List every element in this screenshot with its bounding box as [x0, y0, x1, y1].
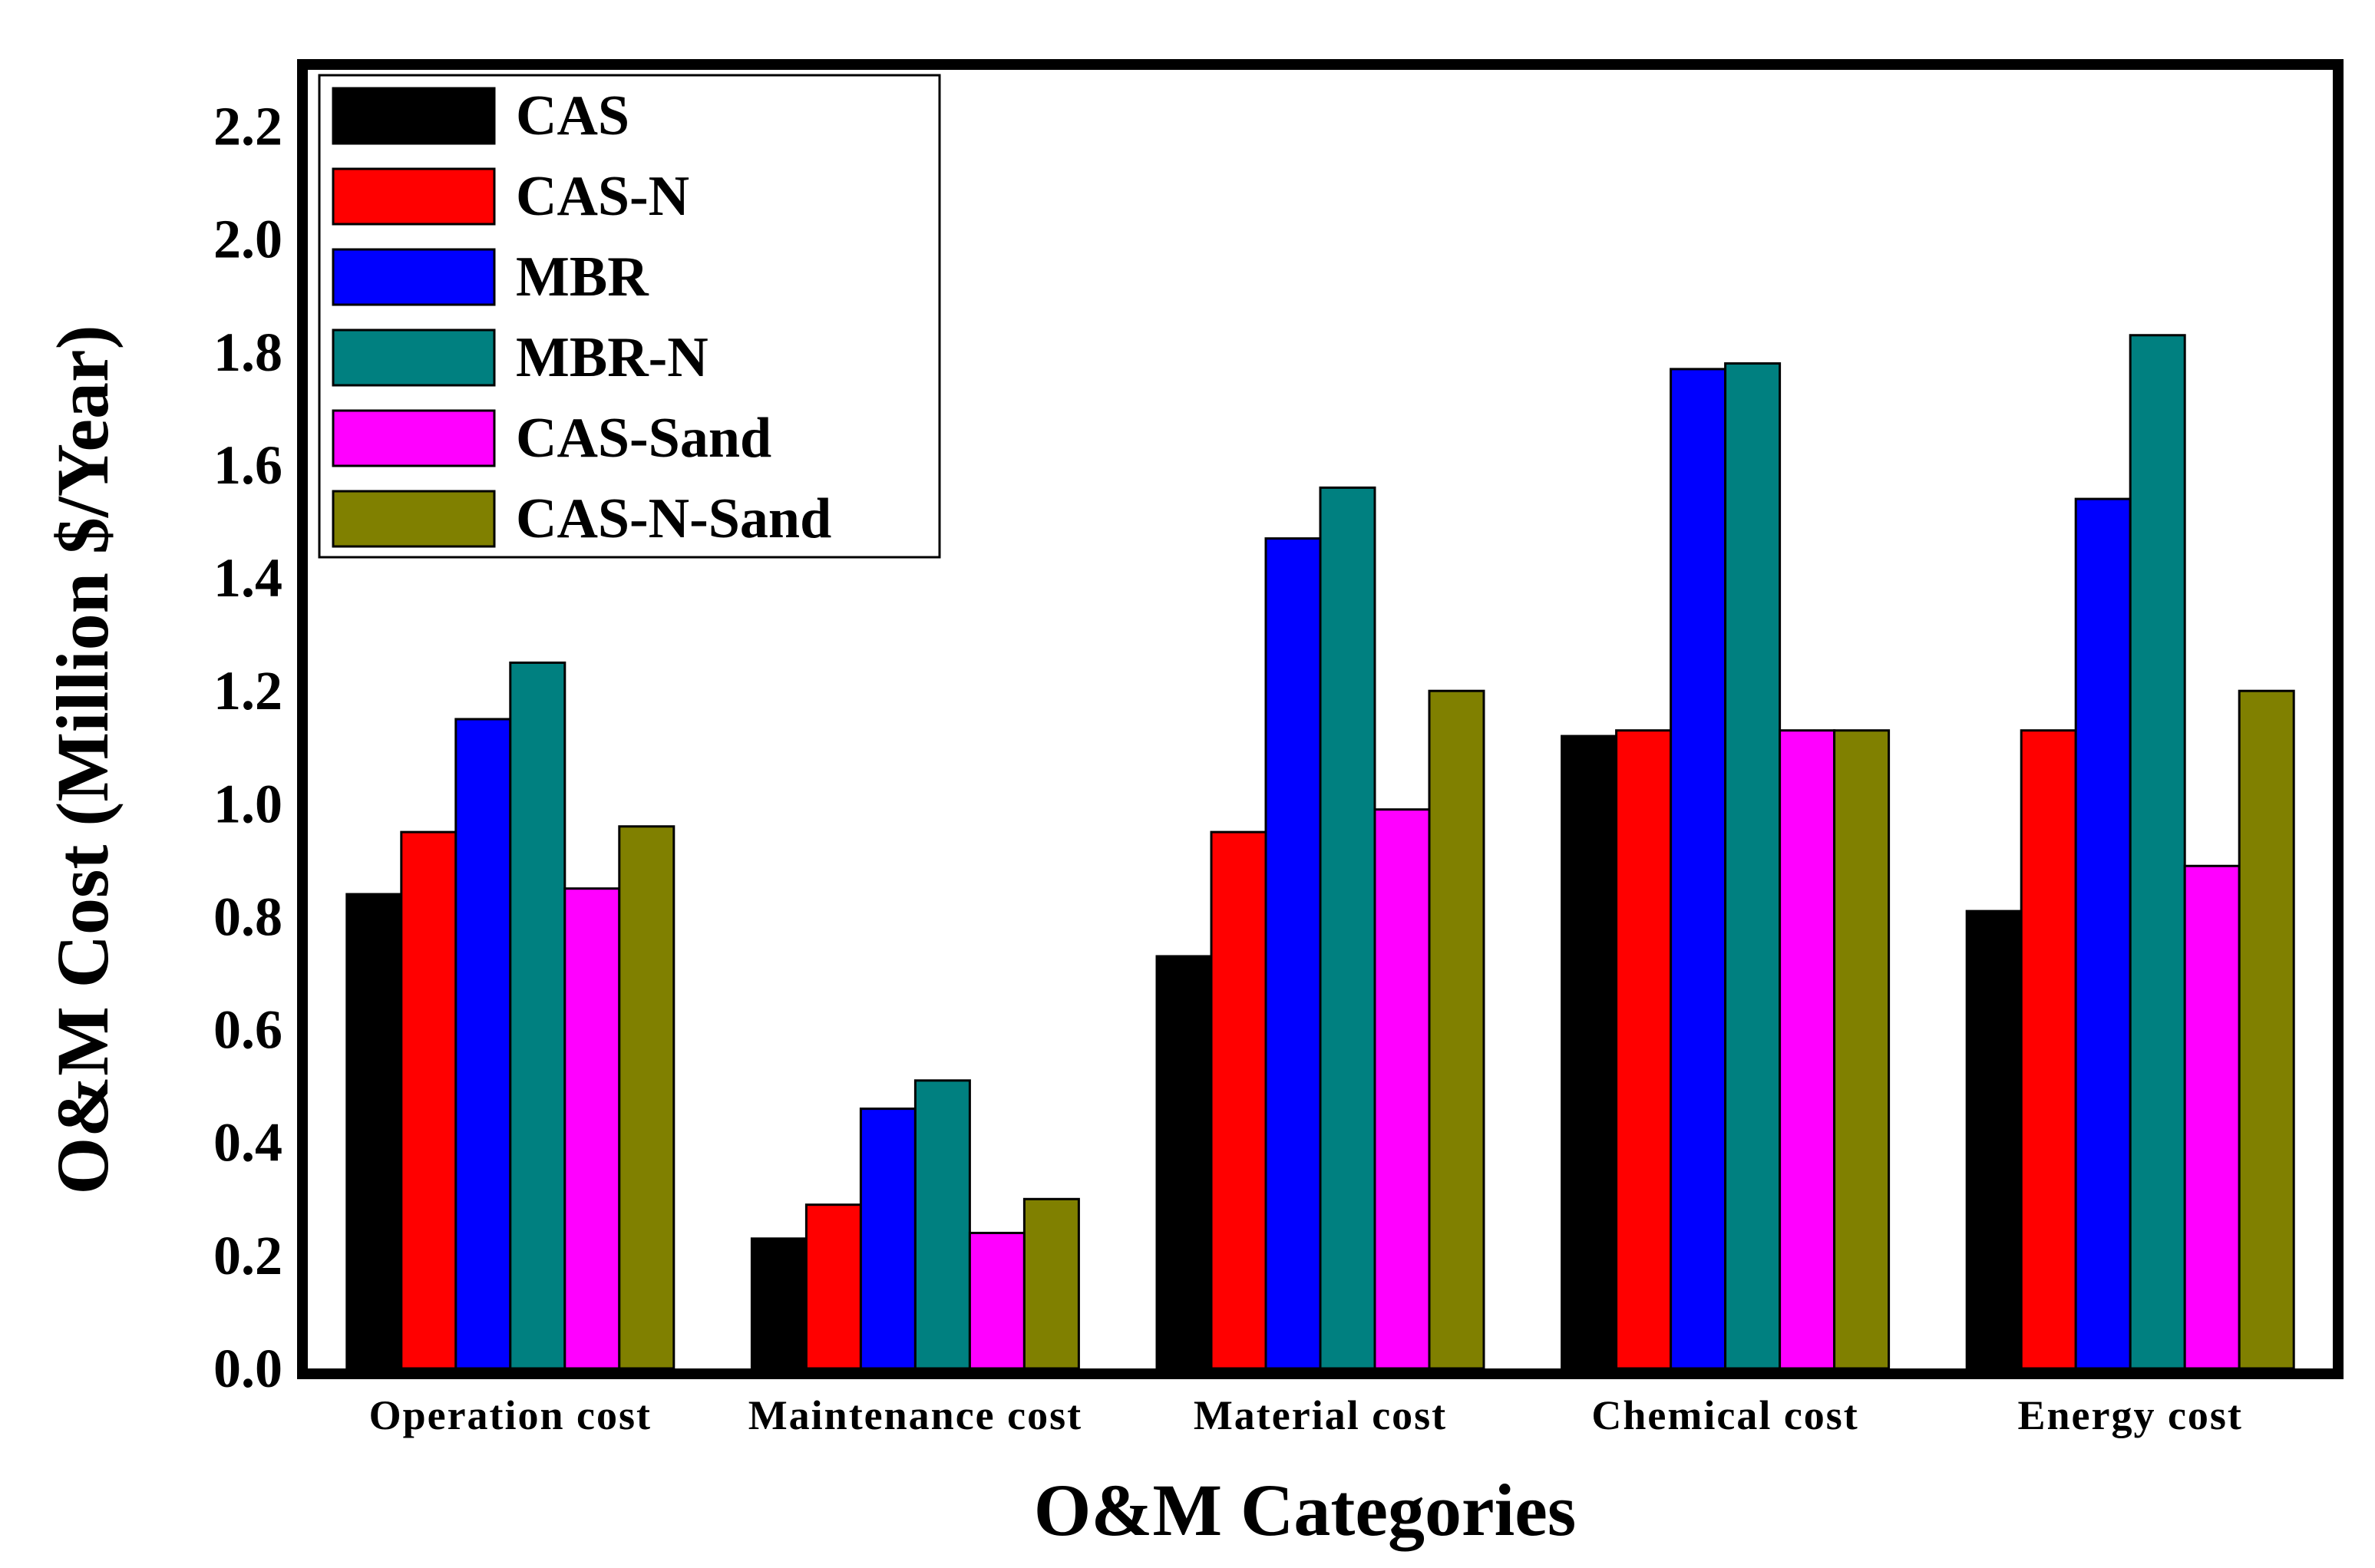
- legend: CAS CAS-N MBR MBR-N CAS-Sand CAS-N-Sand: [318, 74, 941, 559]
- bar-mbr-n-operation-cost: [509, 661, 566, 1370]
- bar-mbr-n-maintenance-cost: [913, 1079, 971, 1370]
- legend-label-mbr: MBR: [516, 246, 649, 309]
- bar-cas-operation-cost: [345, 893, 403, 1370]
- bar-cas-n-energy-cost: [2020, 729, 2077, 1370]
- bar-cas-n-operation-cost: [400, 830, 457, 1370]
- y-axis-title: O&M Cost (Million $/Year): [41, 325, 124, 1194]
- x-tick-label: Chemical cost: [1591, 1392, 1858, 1438]
- x-axis: Operation cost Maintenance cost Material c…: [369, 1368, 2242, 1438]
- bar-mbr-chemical-cost: [1670, 368, 1727, 1370]
- x-tick-label: Material cost: [1194, 1392, 1447, 1438]
- legend-swatch-mbr-n: [332, 328, 496, 387]
- bar-cas-chemical-cost: [1561, 734, 1618, 1370]
- y-tick-label: 0.2: [213, 1225, 282, 1286]
- legend-label-cas-n-sand: CAS-N-Sand: [516, 487, 831, 550]
- legend-box: [318, 74, 941, 559]
- bar-mbr-n-chemical-cost: [1724, 362, 1782, 1370]
- bar-cas-n-sand-operation-cost: [618, 825, 676, 1370]
- x-tick-label: Operation cost: [369, 1392, 652, 1438]
- y-tick-label: 0.8: [213, 886, 282, 947]
- bar-cas-n-sand-maintenance-cost: [1022, 1197, 1080, 1370]
- legend-label-cas: CAS: [516, 84, 629, 147]
- y-tick-label: 0.4: [213, 1112, 282, 1174]
- bar-mbr-maintenance-cost: [859, 1108, 917, 1370]
- bar-cas-n-sand-material-cost: [1428, 689, 1485, 1370]
- legend-swatch-cas-n: [332, 167, 496, 226]
- y-tick-label: 0.0: [213, 1338, 282, 1399]
- y-tick-label: 1.2: [213, 660, 282, 721]
- bar-mbr-n-energy-cost: [2129, 334, 2186, 1370]
- bar-mbr-material-cost: [1264, 537, 1322, 1370]
- y-tick-label: 2.2: [213, 96, 282, 157]
- bar-cas-n-sand-chemical-cost: [1833, 729, 1891, 1370]
- legend-swatch-cas-sand: [332, 409, 496, 467]
- x-tick-label: Maintenance cost: [748, 1392, 1082, 1438]
- y-tick-label: 1.8: [213, 322, 282, 383]
- bar-mbr-energy-cost: [2074, 497, 2132, 1370]
- bar-mbr-operation-cost: [454, 718, 512, 1370]
- legend-label-mbr-n: MBR-N: [516, 326, 709, 389]
- y-tick-label: 0.6: [213, 999, 282, 1061]
- bar-cas-material-cost: [1155, 955, 1213, 1370]
- legend-swatch-cas-n-sand: [332, 490, 496, 548]
- y-tick-label: 1.6: [213, 434, 282, 496]
- bar-mbr-n-material-cost: [1319, 486, 1376, 1370]
- legend-swatch-cas: [332, 87, 496, 145]
- bar-cas-sand-maintenance-cost: [968, 1231, 1026, 1370]
- bar-cas-n-maintenance-cost: [804, 1203, 862, 1370]
- y-tick-label: 2.0: [213, 209, 282, 270]
- bar-cas-n-material-cost: [1210, 830, 1267, 1370]
- legend-label-cas-sand: CAS-Sand: [516, 407, 771, 470]
- x-tick-label: Energy cost: [2017, 1392, 2242, 1438]
- bar-cas-sand-chemical-cost: [1779, 729, 1836, 1370]
- y-tick-label: 1.0: [213, 773, 282, 834]
- bar-cas-maintenance-cost: [750, 1237, 808, 1370]
- x-axis-title: O&M Categories: [1034, 1469, 1576, 1551]
- bar-cas-sand-energy-cost: [2183, 864, 2241, 1370]
- bars-layer: [345, 334, 2295, 1370]
- bar-cas-sand-operation-cost: [563, 887, 621, 1370]
- bar-cas-n-chemical-cost: [1615, 729, 1673, 1370]
- bar-cas-n-sand-energy-cost: [2238, 689, 2295, 1370]
- bar-cas-sand-material-cost: [1373, 808, 1431, 1370]
- y-axis: 0.0 0.2 0.4 0.6 0.8 1.0 1.2 1.4 1.6 1.8 2.0 2.2: [213, 96, 308, 1399]
- bar-cas-energy-cost: [1965, 909, 2023, 1370]
- y-tick-label: 1.4: [213, 547, 282, 609]
- legend-swatch-mbr: [332, 248, 496, 306]
- legend-label-cas-n: CAS-N: [516, 165, 689, 228]
